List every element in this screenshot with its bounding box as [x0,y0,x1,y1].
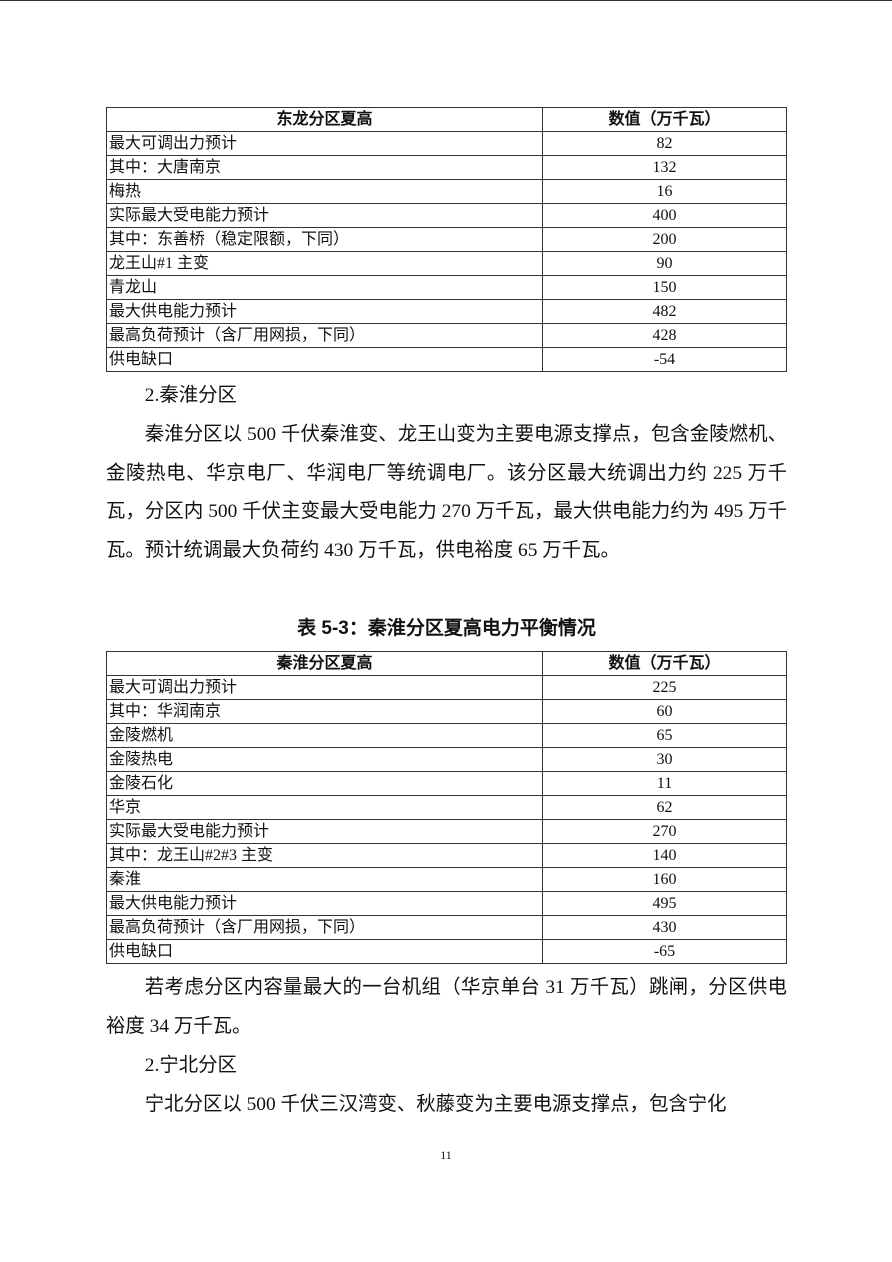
label-cell: 最大可调出力预计 [106,131,543,156]
value-cell: 140 [542,843,787,868]
value-cell: 11 [542,771,787,796]
table-row: 龙王山#1 主变 90 [106,251,787,276]
value-cell: 62 [542,795,787,820]
table-row: 供电缺口 -65 [106,939,787,964]
value-cell: 132 [542,155,787,180]
label-cell: 龙王山#1 主变 [106,251,543,276]
table-caption: 表 5-3：秦淮分区夏高电力平衡情况 [297,618,596,639]
value-cell: -54 [542,347,787,372]
value-cell: 428 [542,323,787,348]
value-cell: -65 [542,939,787,964]
label-cell: 其中：东善桥（稳定限额，下同） [106,227,543,252]
table-row: 实际最大受电能力预计 400 [106,203,787,228]
label-cell: 供电缺口 [106,347,543,372]
table-row: 其中：大唐南京 132 [106,155,787,180]
table-row: 供电缺口 -54 [106,347,787,372]
label-cell: 最高负荷预计（含厂用网损，下同） [106,323,543,348]
paragraph: 宁北分区以 500 千伏三汉湾变、秋藤变为主要电源支撑点，包含宁化 [144,1094,727,1115]
table-row: 华京 62 [106,795,787,820]
paragraph: 若考虑分区内容量最大的一台机组（华京单台 31 万千瓦）跳闸，分区供电裕度 34… [106,977,787,1037]
label-cell: 供电缺口 [106,939,543,964]
label-cell: 其中：华润南京 [106,699,543,724]
label-cell: 金陵燃机 [106,723,543,748]
header-cell: 数值（万千瓦） [542,651,787,676]
table-row: 实际最大受电能力预计 270 [106,819,787,844]
header-cell: 数值（万千瓦） [542,107,787,132]
value-cell: 160 [542,867,787,892]
label-cell: 实际最大受电能力预计 [106,819,543,844]
label-cell: 其中：大唐南京 [106,155,543,180]
table-row: 最高负荷预计（含厂用网损，下同） 430 [106,915,787,940]
label-cell: 梅热 [106,179,543,204]
table-row: 最高负荷预计（含厂用网损，下同） 428 [106,323,787,348]
label-cell: 青龙山 [106,275,543,300]
table-row: 其中：龙王山#2#3 主变 140 [106,843,787,868]
header-cell: 秦淮分区夏高 [106,651,543,676]
label-cell: 秦淮 [106,867,543,892]
value-cell: 482 [542,299,787,324]
header-row: 东龙分区夏高 数值（万千瓦） [106,107,787,132]
table-row: 秦淮 160 [106,867,787,892]
value-cell: 82 [542,131,787,156]
page-number: 11 [440,1148,452,1162]
label-cell: 华京 [106,795,543,820]
table-row: 金陵热电 30 [106,747,787,772]
table-row: 最大可调出力预计 82 [106,131,787,156]
label-cell: 其中：龙王山#2#3 主变 [106,843,543,868]
table-row: 其中：华润南京 60 [106,699,787,724]
label-cell: 金陵石化 [106,771,543,796]
table-row: 梅热 16 [106,179,787,204]
value-cell: 65 [542,723,787,748]
table-row: 最大供电能力预计 482 [106,299,787,324]
label-cell: 最大供电能力预计 [106,299,543,324]
table-row: 最大供电能力预计 495 [106,891,787,916]
value-cell: 225 [542,675,787,700]
table-row: 其中：东善桥（稳定限额，下同） 200 [106,227,787,252]
value-cell: 495 [542,891,787,916]
value-cell: 16 [542,179,787,204]
label-cell: 最高负荷预计（含厂用网损，下同） [106,915,543,940]
label-cell: 最大可调出力预计 [106,675,543,700]
table-row: 金陵石化 11 [106,771,787,796]
value-cell: 60 [542,699,787,724]
table: 秦淮分区夏高 数值（万千瓦） 最大可调出力预计 225 其中：华润南京 60 金陵燃机 65 金… [106,651,787,964]
value-cell: 90 [542,251,787,276]
value-cell: 430 [542,915,787,940]
header-cell: 东龙分区夏高 [106,107,543,132]
paragraph: 秦淮分区以 500 千伏秦淮变、龙王山变为主要电源支撑点，包含金陵燃机、金陵热电… [106,424,787,562]
label-cell: 金陵热电 [106,747,543,772]
value-cell: 30 [542,747,787,772]
table: 东龙分区夏高 数值（万千瓦） 最大可调出力预计 82 其中：大唐南京 132 梅热 16 实际最… [106,107,787,372]
value-cell: 200 [542,227,787,252]
label-cell: 最大供电能力预计 [106,891,543,916]
table-row: 金陵燃机 65 [106,723,787,748]
heading: 2.宁北分区 [144,1055,237,1076]
value-cell: 400 [542,203,787,228]
label-cell: 实际最大受电能力预计 [106,203,543,228]
header-row: 秦淮分区夏高 数值（万千瓦） [106,651,787,676]
value-cell: 150 [542,275,787,300]
value-cell: 270 [542,819,787,844]
table-row: 最大可调出力预计 225 [106,675,787,700]
heading: 2.秦淮分区 [144,385,237,406]
table-row: 青龙山 150 [106,275,787,300]
